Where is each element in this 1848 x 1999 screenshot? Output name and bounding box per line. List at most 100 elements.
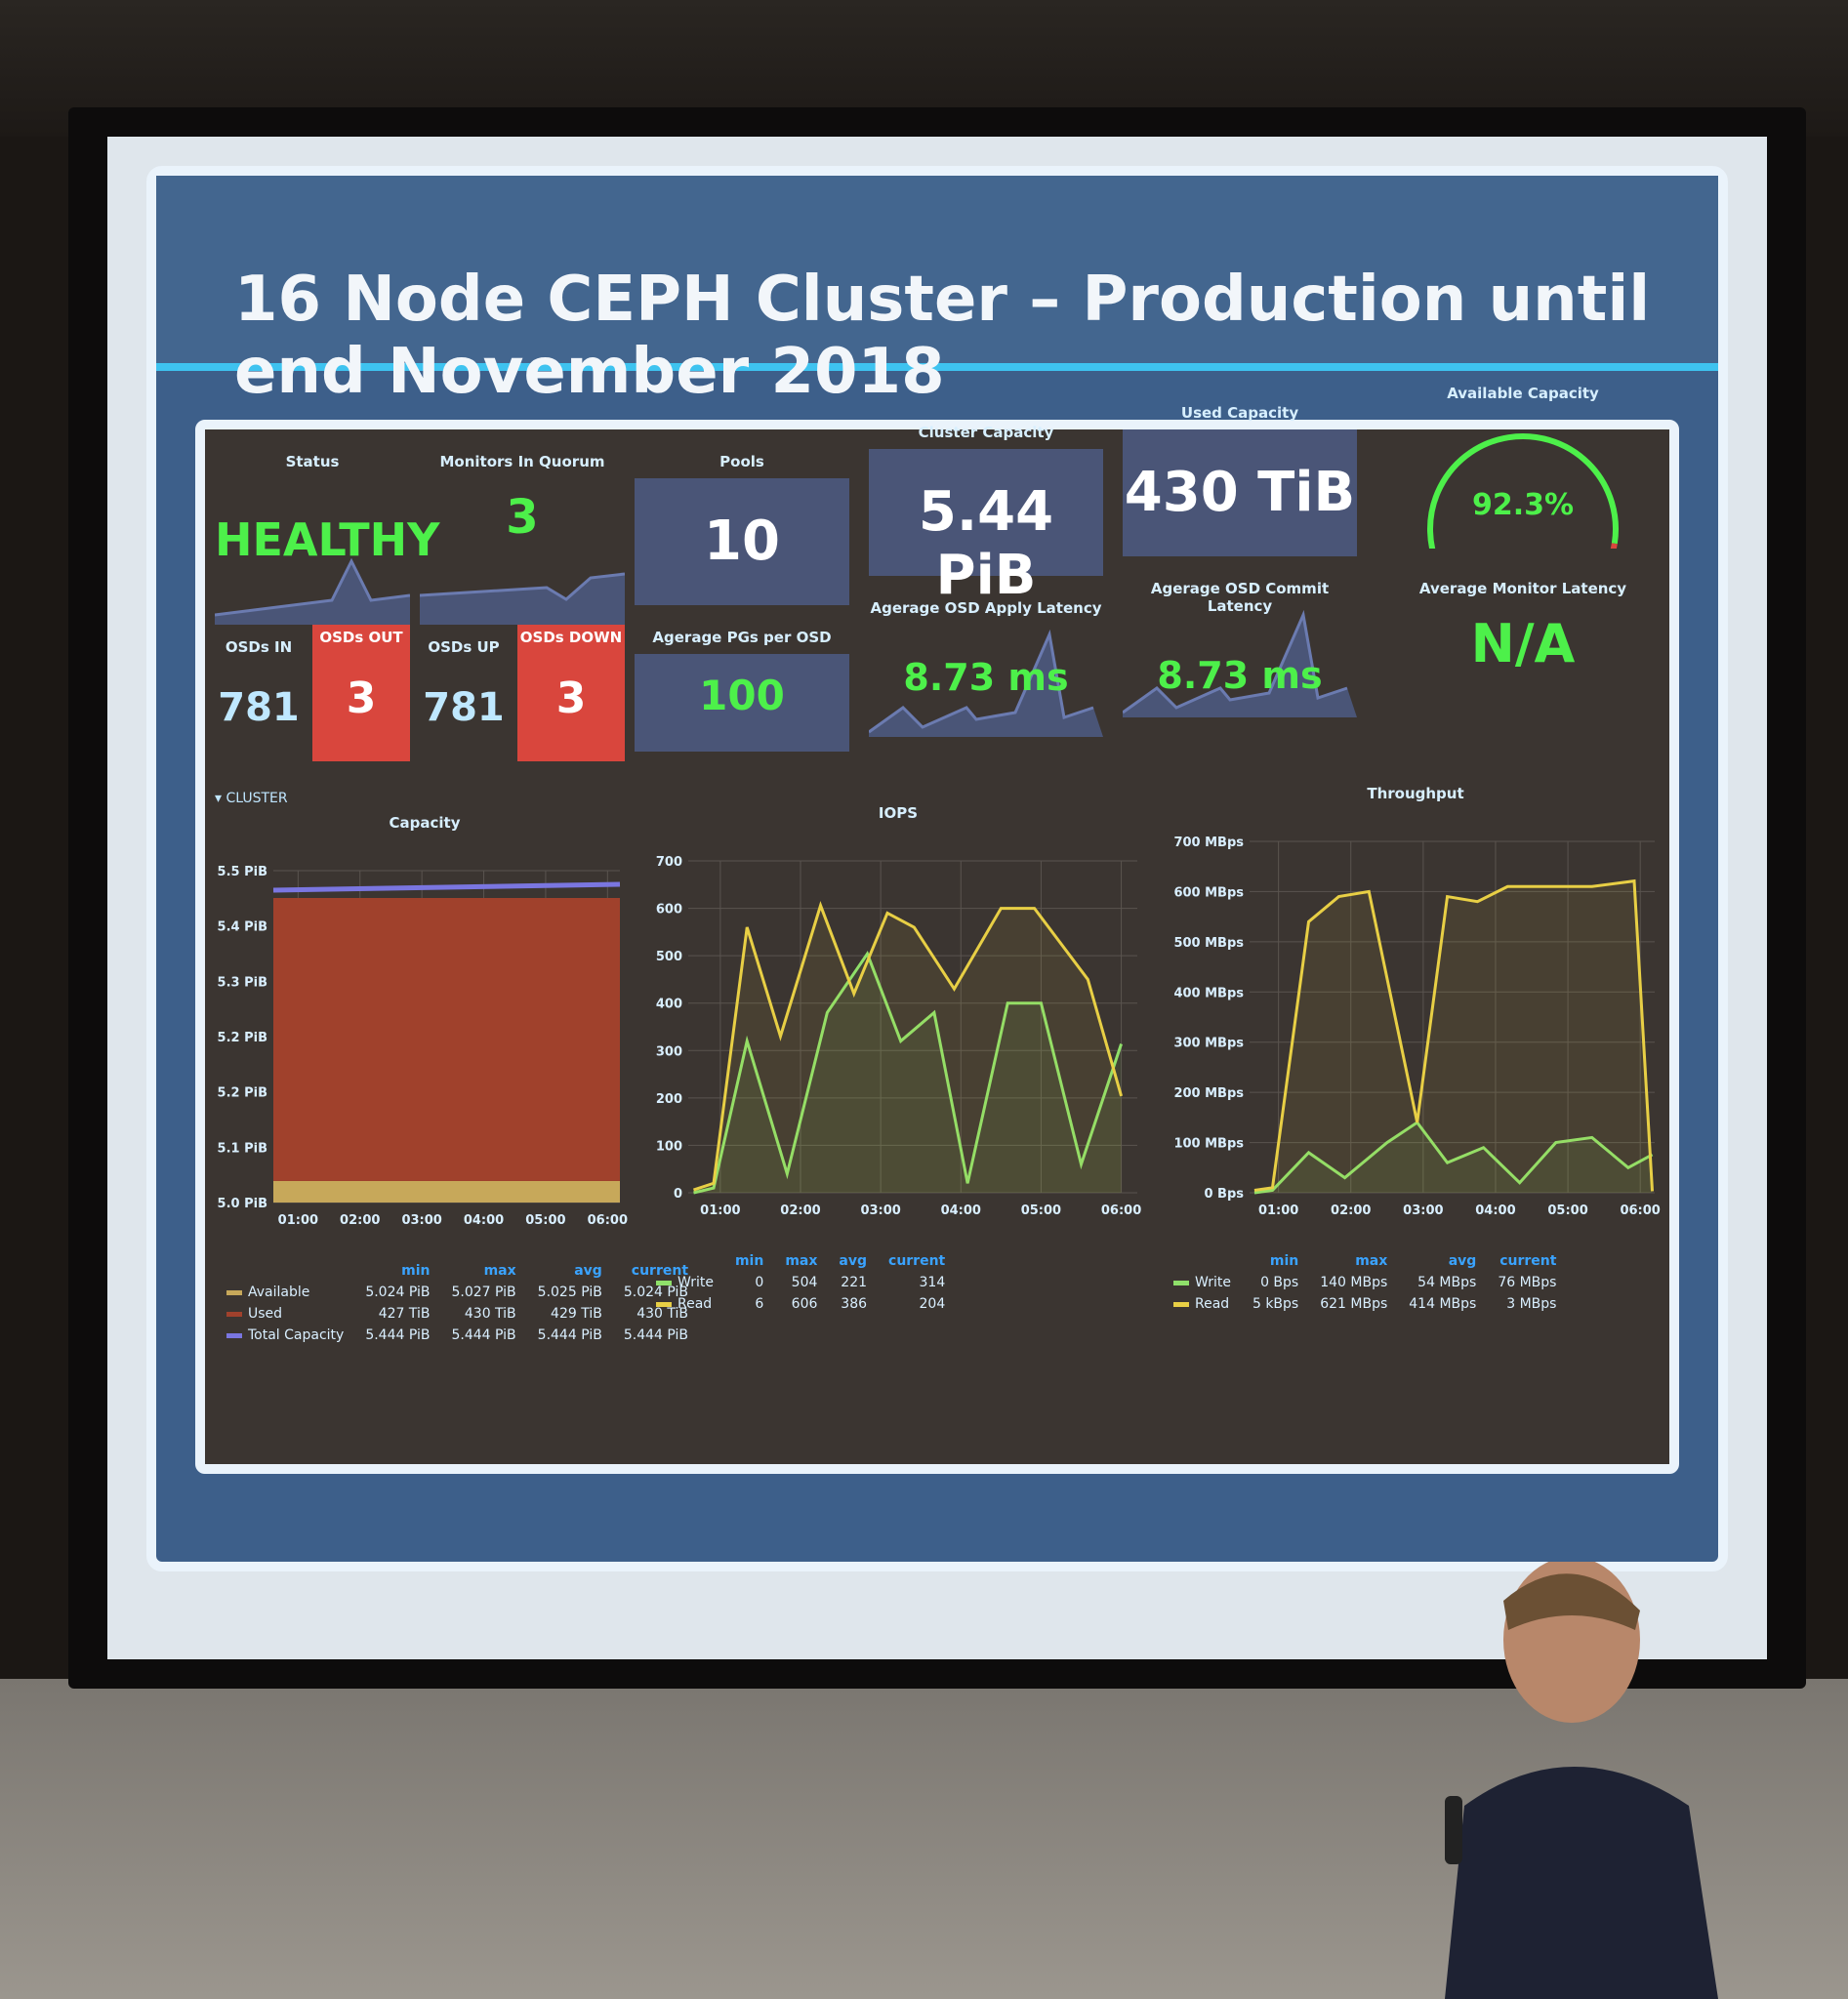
legend-row[interactable]: Read 5 kBps 621 MBps 414 MBps 3 MBps [1164,1294,1566,1314]
x-tick-label: 01:00 [1258,1203,1298,1218]
legend-header[interactable]: min [1269,1253,1299,1269]
available-capacity-gauge [1427,433,1619,573]
legend-max: 621 MBps [1320,1296,1388,1312]
legend-row[interactable]: Total Capacity 5.444 PiB 5.444 PiB 5.444 Pi… [217,1326,698,1345]
legend-min: 5.444 PiB [365,1327,431,1343]
legend-avg: 221 [841,1275,868,1290]
panel-title: Agerage OSD Commit Latency [1150,580,1330,615]
y-tick-label: 400 MBps [1173,986,1244,1000]
series-area-write [1253,1122,1653,1193]
legend-header[interactable]: avg [1448,1253,1477,1269]
y-tick-label: 700 [656,855,682,870]
legend-min: 0 [755,1275,764,1290]
legend-header[interactable]: avg [574,1263,602,1279]
avg-pgs-panel: Agerage PGs per OSD 100 [635,625,849,752]
x-tick-label: 01:00 [278,1213,318,1228]
x-tick-label: 05:00 [1547,1203,1587,1218]
monitors-sparkline [420,572,625,625]
available-capacity-value: 92.3% [1471,488,1575,522]
x-tick-label: 04:00 [1475,1203,1515,1218]
y-tick-label: 300 [656,1044,682,1059]
throughput-panel: Throughput 700 MBps 600 MBps 500 MBps 400 M… [1162,781,1669,1445]
legend-row[interactable]: Write 0 Bps 140 MBps 54 MBps 76 MBps [1164,1273,1566,1292]
legend-header[interactable]: max [1355,1253,1388,1269]
area-available [273,1181,620,1203]
legend-header[interactable]: min [734,1253,764,1269]
legend-current: 430 TiB [637,1306,689,1322]
legend-min: 6 [755,1296,764,1312]
y-tick-label: 5.1 PiB [218,1141,267,1156]
x-tick-label: 06:00 [588,1213,628,1228]
legend-row[interactable]: Write 0 504 221 314 [646,1273,955,1292]
panel-title: Capacity [389,814,461,832]
commit-latency-panel: Agerage OSD Commit Latency 8.73 ms [1123,576,1357,722]
y-tick-label: 5.4 PiB [218,920,267,935]
x-tick-label: 05:00 [525,1213,565,1228]
row-collapse-toggle[interactable]: ▾ CLUSTER [215,791,288,806]
panel-title: Agerage OSD Apply Latency [870,599,1102,617]
x-tick-label: 03:00 [1403,1203,1443,1218]
y-tick-label: 500 MBps [1173,936,1244,951]
iops-panel: IOPS 700 600 500 400 300 200 100 0 01:00 02:00 03:… [644,800,1152,1445]
legend-max: 5.027 PiB [451,1285,516,1300]
legend-current: 3 MBps [1506,1296,1557,1312]
legend-max: 430 TiB [464,1306,516,1322]
legend-avg: 54 MBps [1417,1275,1477,1290]
panel-title: OSDs OUT [319,629,403,646]
avg-pgs-value: 100 [699,672,785,719]
panel-title: Cluster Capacity [918,424,1054,441]
legend-min: 427 TiB [378,1306,431,1322]
cluster-capacity-panel: Cluster Capacity 5.44 PiB [869,420,1103,607]
panel-title: Agerage PGs per OSD [652,629,832,646]
y-tick-label: 200 MBps [1173,1086,1244,1101]
y-tick-label: 600 [656,903,682,918]
legend-header[interactable]: min [401,1263,431,1279]
legend-swatch [656,1280,672,1285]
legend-series-name: Read [1195,1296,1230,1312]
title-bar: 16 Node CEPH Cluster – Production until … [156,176,1718,408]
legend-avg: 5.444 PiB [537,1327,602,1343]
y-tick-label: 0 [674,1187,682,1202]
y-tick-label: 0 Bps [1204,1187,1244,1202]
panel-title: Available Capacity [1447,385,1599,402]
legend-row[interactable]: Available 5.024 PiB 5.027 PiB 5.025 PiB 5.02… [217,1283,698,1302]
legend-header[interactable]: current [888,1253,946,1269]
panel-title: IOPS [878,804,919,822]
presenter-photo [1445,1562,1718,1999]
x-tick-label: 02:00 [780,1203,820,1218]
legend-current: 314 [919,1275,946,1290]
osds-up-panel: OSDs UP 781 [420,634,508,761]
iops-legend: min max avg current Write 0 504 221 314 Read 6 606 3… [644,1249,957,1316]
x-tick-label: 03:00 [401,1213,441,1228]
osds-out-panel: OSDs OUT 3 [312,625,410,761]
legend-header[interactable]: max [483,1263,516,1279]
y-tick-label: 400 [656,998,682,1012]
gauge-remaining [1602,543,1618,573]
monitors-panel: Monitors In Quorum 3 [420,449,625,625]
available-capacity-gauge-panel: Available Capacity 92.3% [1396,381,1650,576]
legend-min: 5 kBps [1252,1296,1299,1312]
legend-swatch [226,1289,242,1295]
legend-max: 5.444 PiB [451,1327,516,1343]
pools-panel: Pools 10 [635,449,849,615]
legend-current: 5.444 PiB [623,1327,689,1343]
legend-avg: 5.025 PiB [537,1285,602,1300]
panel-title: OSDs UP [428,638,500,656]
legend-header[interactable]: avg [839,1253,868,1269]
legend-row[interactable]: Read 6 606 386 204 [646,1294,955,1314]
y-tick-label: 300 MBps [1173,1037,1244,1051]
legend-header[interactable]: current [1499,1253,1557,1269]
commit-latency-sparkline [1123,610,1357,717]
status-value: HEALTHY [215,513,440,566]
legend-header[interactable]: max [785,1253,818,1269]
legend-current: 5.024 PiB [623,1285,689,1300]
apply-latency-sparkline [869,630,1103,737]
legend-max: 504 [791,1275,818,1290]
throughput-chart: 700 MBps 600 MBps 500 MBps 400 MBps 300 MBps… [1173,836,1660,1218]
monitors-value: 3 [506,490,539,545]
legend-series-name: Available [248,1285,310,1300]
series-area-read [1253,880,1653,1193]
iops-chart: 700 600 500 400 300 200 100 0 01:00 02:00 03:00 04:… [656,855,1141,1218]
legend-header[interactable]: current [631,1263,689,1279]
legend-row[interactable]: Used 427 TiB 430 TiB 429 TiB 430 TiB [217,1304,698,1324]
